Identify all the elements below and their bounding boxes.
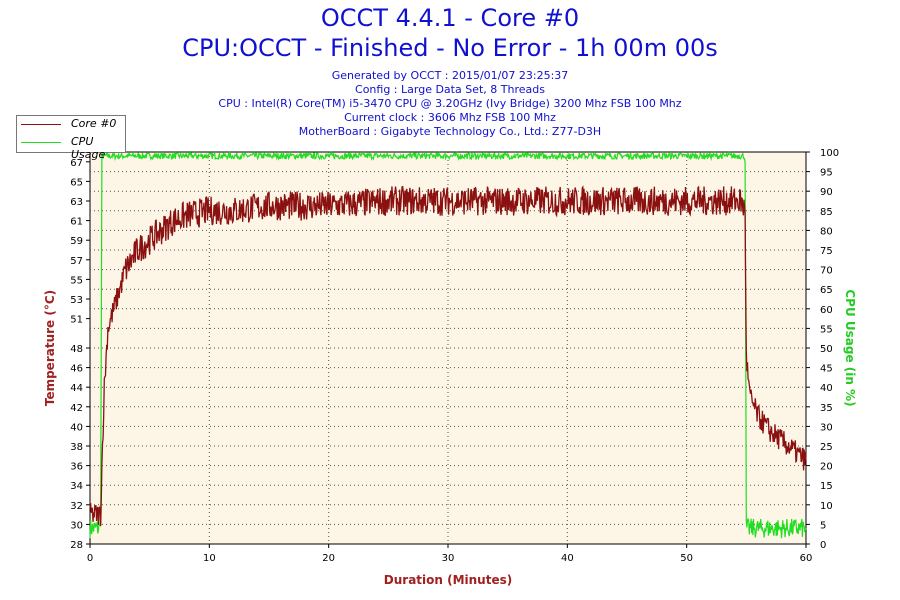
y-left-tick-label: 59 xyxy=(70,236,83,247)
y-left-tick-label: 42 xyxy=(70,403,83,414)
y-left-tick-label: 57 xyxy=(70,256,83,267)
y-right-tick-label: 70 xyxy=(820,266,833,277)
y-right-tick-label: 0 xyxy=(820,540,826,551)
x-tick-label: 20 xyxy=(322,553,335,564)
legend: Core #0 CPU Usage xyxy=(16,115,126,161)
legend-swatch-core xyxy=(21,124,61,125)
y-right-tick-label: 35 xyxy=(820,403,833,414)
series-line-core0 xyxy=(89,185,807,526)
y-left-tick-label: 40 xyxy=(70,422,83,433)
y-right-tick-label: 95 xyxy=(820,168,833,179)
y-right-tick-label: 55 xyxy=(820,324,833,335)
legend-label-core: Core #0 xyxy=(71,117,117,130)
y-left-tick-label: 51 xyxy=(70,315,83,326)
y-left-tick-label: 67 xyxy=(70,158,83,169)
y-right-tick-label: 65 xyxy=(820,285,833,296)
y-left-tick-label: 36 xyxy=(70,462,83,473)
x-tick-label: 10 xyxy=(203,553,216,564)
y-right-tick-label: 90 xyxy=(820,187,833,198)
y-right-tick-label: 40 xyxy=(820,383,833,394)
y-left-tick-label: 44 xyxy=(70,383,83,394)
y-left-tick-label: 38 xyxy=(70,442,83,453)
info-cpu: CPU : Intel(R) Core(TM) i5-3470 CPU @ 3.… xyxy=(218,97,682,110)
info-generated: Generated by OCCT : 2015/01/07 23:25:37 xyxy=(331,69,569,82)
info-config: Config : Large Data Set, 8 Threads xyxy=(355,83,545,96)
legend-swatch-cpu-usage xyxy=(21,142,61,143)
x-tick-label: 0 xyxy=(87,553,93,564)
x-axis-title: Duration (Minutes) xyxy=(384,573,512,587)
x-tick-label: 30 xyxy=(442,553,455,564)
y-right-axis-title: CPU Usage (in %) xyxy=(843,289,857,406)
chart-subtitle: CPU:OCCT - Finished - No Error - 1h 00m … xyxy=(182,34,718,62)
y-left-tick-label: 63 xyxy=(70,197,83,208)
y-right-tick-label: 100 xyxy=(820,148,839,159)
info-clock: Current clock : 3606 Mhz FSB 100 Mhz xyxy=(344,111,556,124)
y-left-tick-label: 32 xyxy=(70,501,83,512)
y-right-tick-label: 10 xyxy=(820,501,833,512)
y-right-tick-label: 15 xyxy=(820,481,833,492)
y-left-axis-title: Temperature (°C) xyxy=(43,290,57,406)
y-left-tick-label: 48 xyxy=(70,344,83,355)
legend-item-core: Core #0 xyxy=(17,116,125,132)
y-left-tick-label: 30 xyxy=(70,520,83,531)
y-right-tick-label: 60 xyxy=(820,305,833,316)
y-right-tick-label: 80 xyxy=(820,226,833,237)
y-right-tick-label: 5 xyxy=(820,520,826,531)
info-motherboard: MotherBoard : Gigabyte Technology Co., L… xyxy=(298,125,602,138)
y-left-tick-label: 65 xyxy=(70,177,83,188)
y-right-tick-label: 85 xyxy=(820,207,833,218)
y-right-tick-label: 50 xyxy=(820,344,833,355)
y-left-tick-label: 55 xyxy=(70,275,83,286)
y-left-tick-label: 53 xyxy=(70,295,83,306)
y-left-tick-label: 61 xyxy=(70,217,83,228)
chart-title: OCCT 4.4.1 - Core #0 xyxy=(320,4,580,32)
x-tick-label: 60 xyxy=(800,553,813,564)
y-left-tick-label: 34 xyxy=(70,481,83,492)
y-left-tick-label: 46 xyxy=(70,364,83,375)
y-right-tick-label: 45 xyxy=(820,364,833,375)
legend-label-cpu-usage: CPU Usage xyxy=(71,135,106,161)
x-tick-label: 50 xyxy=(680,553,693,564)
y-right-tick-label: 25 xyxy=(820,442,833,453)
y-right-tick-label: 20 xyxy=(820,462,833,473)
x-tick-label: 40 xyxy=(561,553,574,564)
y-left-tick-label: 28 xyxy=(70,540,83,551)
y-right-tick-label: 75 xyxy=(820,246,833,257)
series-line-cpu-usage xyxy=(89,150,807,539)
y-right-tick-label: 30 xyxy=(820,422,833,433)
legend-item-cpu-usage: CPU Usage xyxy=(17,134,125,161)
